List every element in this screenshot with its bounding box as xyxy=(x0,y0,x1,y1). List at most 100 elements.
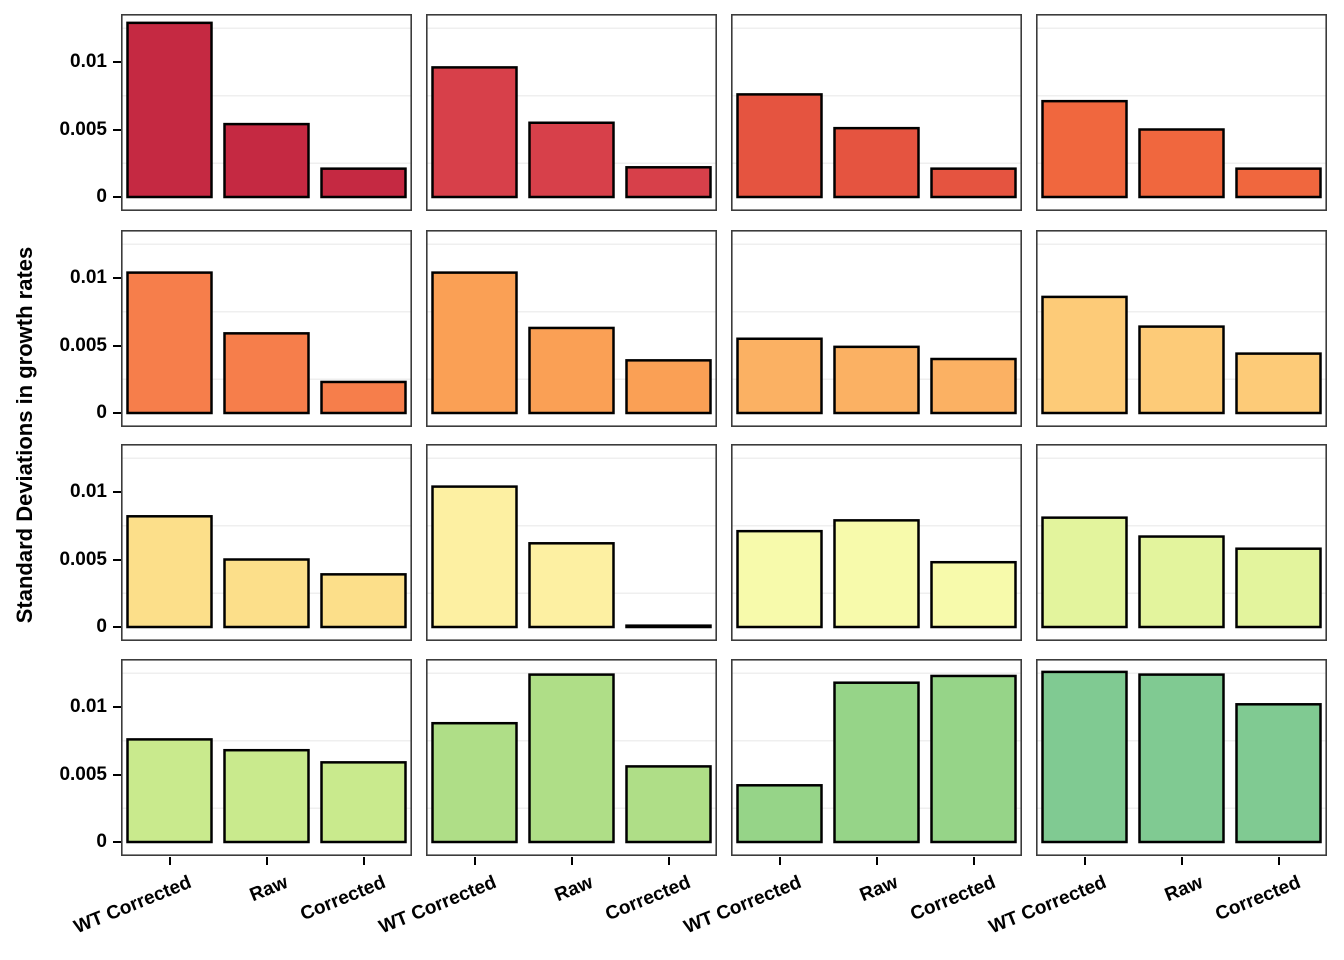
bar-wt-corrected xyxy=(126,271,213,415)
y-axis-tick-label: 0.005 xyxy=(59,548,107,570)
panel-border xyxy=(731,230,1022,427)
x-axis-tick-mark xyxy=(265,857,268,865)
bar-raw xyxy=(223,748,310,844)
bar-raw xyxy=(833,126,920,199)
bar-corrected xyxy=(625,624,712,629)
bar-raw xyxy=(528,542,615,629)
bar-raw xyxy=(528,673,615,844)
bar-wt-corrected xyxy=(736,784,823,844)
x-axis-category-label: Corrected xyxy=(1212,872,1304,926)
bar-raw xyxy=(833,519,920,629)
panel-border xyxy=(1036,14,1327,211)
y-axis-tick-mark xyxy=(113,558,121,561)
panel-border xyxy=(731,14,1022,211)
facet-panel-r3c2 xyxy=(426,444,717,641)
bar-corrected xyxy=(1235,167,1322,199)
bar-corrected xyxy=(625,166,712,199)
facet-panel-r2c4 xyxy=(1036,230,1327,427)
bar-wt-corrected xyxy=(736,93,823,199)
bar-corrected xyxy=(930,167,1017,199)
y-axis-tick-label: 0.01 xyxy=(70,51,107,72)
facet-panel-r4c4 xyxy=(1036,659,1327,856)
bar-wt-corrected xyxy=(431,485,518,629)
facet-panel-r4c2 xyxy=(426,659,717,856)
x-axis-tick-mark xyxy=(1180,857,1183,865)
y-axis-tick-mark xyxy=(113,128,121,131)
bar-raw xyxy=(833,345,920,415)
y-axis-tick-label: 0.005 xyxy=(59,118,107,140)
facet-panel-r3c1 xyxy=(121,444,412,641)
bar-corrected xyxy=(320,167,407,199)
facet-panel-r1c3 xyxy=(731,14,1022,211)
bar-raw xyxy=(1138,673,1225,844)
bar-wt-corrected xyxy=(126,515,213,629)
y-axis-tick-label: 0 xyxy=(96,186,107,207)
y-axis-tick-mark xyxy=(113,412,121,414)
bar-raw xyxy=(1138,535,1225,629)
bar-wt-corrected xyxy=(126,21,213,199)
bar-wt-corrected xyxy=(736,529,823,629)
bar-corrected xyxy=(930,560,1017,629)
x-axis-tick-mark xyxy=(875,857,878,865)
y-axis-tick-label: 0 xyxy=(96,616,107,637)
x-axis-category-label: WT Corrected xyxy=(680,872,805,939)
panel-border xyxy=(1036,659,1327,856)
y-axis-tick-mark xyxy=(113,196,121,198)
panel-border xyxy=(731,659,1022,856)
y-axis-tick-label: 0.01 xyxy=(70,696,107,717)
bar-corrected xyxy=(320,761,407,844)
bar-wt-corrected xyxy=(126,738,213,844)
y-axis-tick-mark xyxy=(113,344,121,347)
x-axis-tick-mark xyxy=(778,857,781,865)
panel-border xyxy=(426,230,717,427)
bar-wt-corrected xyxy=(1041,516,1128,629)
panel-border xyxy=(731,444,1022,641)
bar-wt-corrected xyxy=(1041,670,1128,844)
x-axis-category-label: Raw xyxy=(247,872,292,907)
x-axis-category-label: WT Corrected xyxy=(985,872,1110,939)
y-axis-tick-label: 0.005 xyxy=(59,334,107,356)
panel-border xyxy=(426,14,717,211)
facet-panel-r3c3 xyxy=(731,444,1022,641)
bar-raw xyxy=(528,326,615,415)
bar-wt-corrected xyxy=(431,66,518,199)
facet-panel-r2c3 xyxy=(731,230,1022,427)
bar-corrected xyxy=(320,573,407,629)
panel-border xyxy=(426,444,717,641)
panel-border xyxy=(426,659,717,856)
bar-corrected xyxy=(930,674,1017,844)
bar-wt-corrected xyxy=(1041,295,1128,415)
panel-border xyxy=(121,230,412,427)
bar-corrected xyxy=(625,359,712,415)
x-axis-category-label: WT Corrected xyxy=(70,872,195,939)
panel-border xyxy=(1036,444,1327,641)
bar-wt-corrected xyxy=(431,271,518,415)
x-axis-category-label: Raw xyxy=(552,872,597,907)
bar-corrected xyxy=(320,380,407,415)
x-axis-tick-mark xyxy=(667,857,670,865)
y-axis-tick-mark xyxy=(113,706,121,708)
x-axis-category-label: Raw xyxy=(1162,872,1207,907)
facet-panel-r1c4 xyxy=(1036,14,1327,211)
y-axis-tick-label: 0.01 xyxy=(70,481,107,502)
x-axis-tick-mark xyxy=(570,857,573,865)
bar-corrected xyxy=(625,765,712,844)
y-axis-tick-label: 0 xyxy=(96,402,107,423)
panel-border xyxy=(1036,230,1327,427)
facet-panel-r4c3 xyxy=(731,659,1022,856)
y-axis-tick-mark xyxy=(113,773,121,776)
facet-panel-r3c4 xyxy=(1036,444,1327,641)
y-axis-tick-label: 0.01 xyxy=(70,267,107,288)
panel-border xyxy=(121,444,412,641)
bar-corrected xyxy=(1235,703,1322,844)
bar-raw xyxy=(223,332,310,415)
y-axis-tick-mark xyxy=(113,841,121,843)
x-axis-tick-mark xyxy=(362,857,365,865)
x-axis-category-label: WT Corrected xyxy=(375,872,500,939)
x-axis-category-label: Raw xyxy=(857,872,902,907)
bar-raw xyxy=(528,121,615,199)
bar-raw xyxy=(223,122,310,199)
bar-raw xyxy=(223,558,310,629)
bar-raw xyxy=(1138,128,1225,199)
